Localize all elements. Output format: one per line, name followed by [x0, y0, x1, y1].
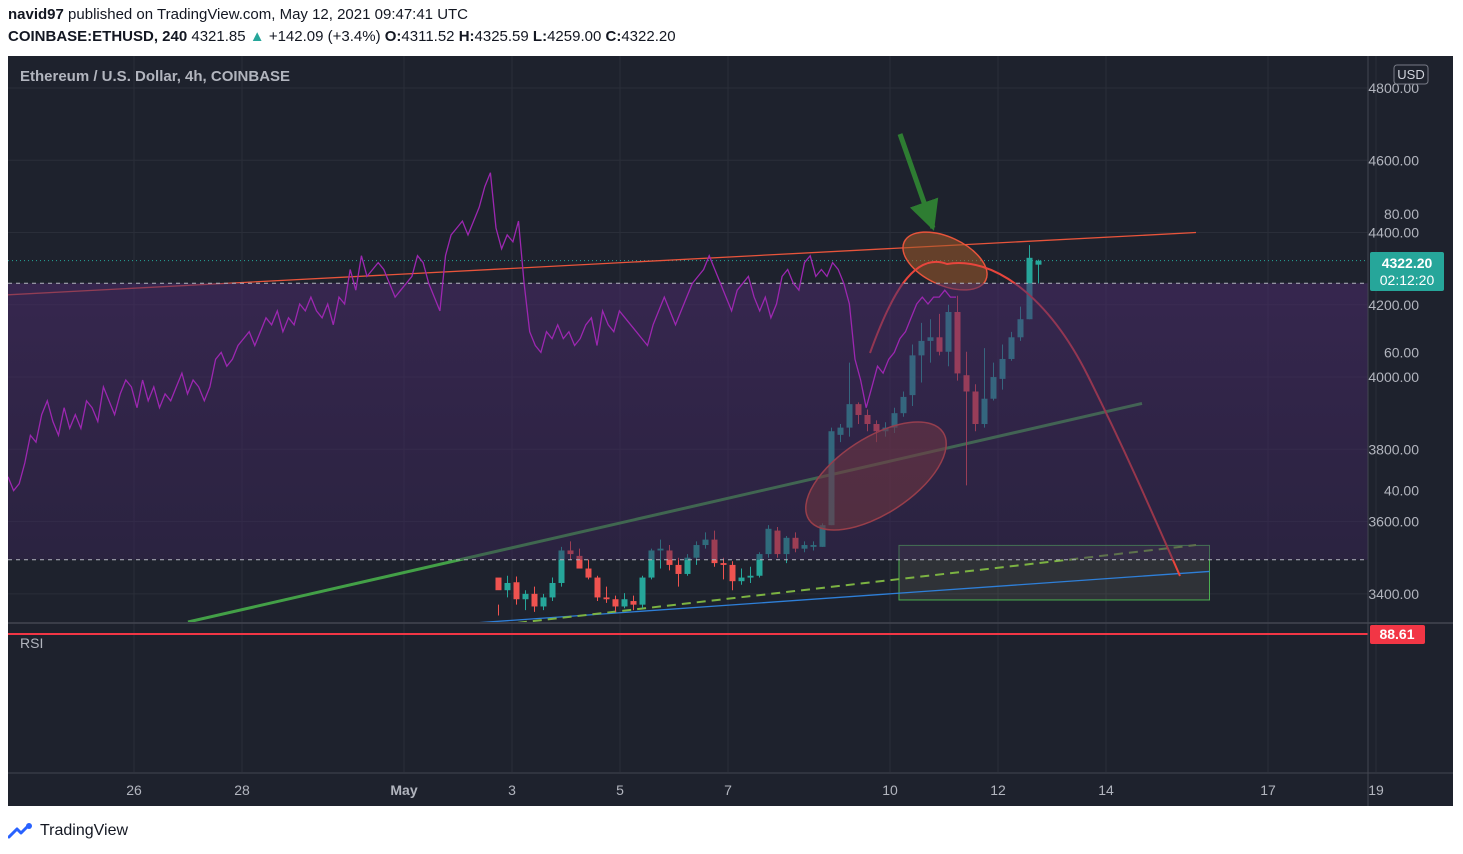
rsi-tick-label: 40.00	[1384, 483, 1419, 499]
tradingview-logo-icon	[8, 823, 32, 839]
author-name[interactable]: navid97	[8, 6, 64, 23]
candle-body[interactable]	[612, 599, 619, 607]
close-value: 4322.20	[621, 28, 676, 45]
candle-body[interactable]	[504, 582, 511, 591]
time-tick-label: May	[390, 782, 417, 798]
last-price: 4321.85	[191, 28, 246, 45]
brand-name: TradingView	[40, 822, 129, 839]
axes: 3400.00 3600.00 3800.00 4000.00 4200.00 4400.…	[8, 56, 1453, 806]
symbol-name: COINBASE:ETHUSD, 240	[8, 28, 188, 45]
candle-body[interactable]	[738, 577, 745, 582]
currency-label: USD	[1397, 67, 1424, 82]
candle-body[interactable]	[1035, 260, 1042, 265]
currency-badge[interactable]: USD	[1393, 64, 1429, 85]
symbol-summary: COINBASE:ETHUSD, 240 4321.85 ▲ +142.09 (…	[8, 28, 676, 45]
candle-body[interactable]	[639, 577, 646, 605]
rsi-line[interactable]	[8, 172, 956, 492]
candle-body[interactable]	[594, 577, 601, 598]
last-price-badge: 4322.20 02:12:20	[1370, 252, 1444, 291]
candle-body[interactable]	[675, 564, 682, 574]
price-tick-label: 4400.00	[1368, 225, 1419, 241]
up-triangle-icon: ▲	[249, 28, 265, 45]
projection-line	[516, 544, 1197, 622]
price-change: +142.09 (+3.4%)	[268, 28, 381, 45]
resistance-touch-ellipse	[902, 231, 988, 291]
rsi-value-tag: 88.61	[1379, 626, 1414, 642]
publish-info: navid97 published on TradingView.com, Ma…	[8, 6, 468, 23]
low-value: 4259.00	[547, 28, 602, 45]
high-value: 4325.59	[474, 28, 529, 45]
candle-body[interactable]	[603, 597, 610, 600]
chart-title: Ethereum / U.S. Dollar, 4h, COINBASE	[20, 68, 290, 85]
lower-trendline-line	[479, 570, 1210, 622]
candle-body[interactable]	[684, 557, 691, 574]
time-tick-label: 3	[508, 782, 516, 798]
rsi-value-badge: 88.61	[1370, 625, 1425, 644]
down-arrow-icon	[897, 133, 939, 231]
rsi-tick-label: 80.00	[1384, 206, 1419, 222]
countdown-tag: 02:12:20	[1380, 272, 1435, 288]
chart-panel[interactable]: 3400.00 3600.00 3800.00 4000.00 4200.00 4400.…	[8, 56, 1453, 806]
rsi-band	[8, 283, 1368, 560]
candle-body[interactable]	[576, 555, 583, 569]
high-label: H:	[458, 28, 475, 45]
candle-body[interactable]	[531, 593, 538, 607]
price-tick-label: 4000.00	[1368, 369, 1419, 385]
candle-body[interactable]	[549, 582, 556, 598]
price-tick-label: 3600.00	[1368, 514, 1419, 530]
candle-body[interactable]	[729, 564, 736, 582]
open-label: O:	[384, 28, 402, 45]
open-value: 4311.52	[401, 28, 455, 45]
last-price-tag: 4322.20	[1382, 255, 1433, 271]
low-label: L:	[532, 28, 548, 45]
price-tick-label: 4600.00	[1368, 152, 1419, 168]
publish-text: published on TradingView.com, May 12, 20…	[68, 6, 469, 23]
candle-body[interactable]	[630, 601, 637, 605]
time-tick-label: 7	[724, 782, 732, 798]
price-chart-svg[interactable]: 3400.00 3600.00 3800.00 4000.00 4200.00 4400.…	[8, 56, 1453, 806]
candle-body[interactable]	[747, 575, 754, 578]
candle-body[interactable]	[585, 568, 592, 578]
candle-body[interactable]	[558, 550, 565, 583]
price-tick-label: 3800.00	[1368, 441, 1419, 457]
candle-body[interactable]	[648, 550, 655, 578]
rsi-tick-label: 60.00	[1384, 344, 1419, 360]
price-tick-label: 4200.00	[1368, 297, 1419, 313]
candle-body[interactable]	[495, 577, 502, 591]
close-label: C:	[605, 28, 622, 45]
rsi-label: RSI	[20, 635, 43, 651]
rsi-pane[interactable]	[8, 172, 1368, 635]
candle-body[interactable]	[756, 554, 763, 576]
time-tick-label: 28	[234, 782, 250, 798]
time-tick-label: 5	[616, 782, 624, 798]
time-tick-label: 12	[990, 782, 1006, 798]
time-tick-label: 19	[1368, 782, 1384, 798]
candle-body[interactable]	[540, 597, 547, 607]
time-tick-label: 17	[1260, 782, 1276, 798]
candle-body[interactable]	[720, 563, 727, 565]
candle-body[interactable]	[513, 582, 520, 600]
time-tick-label: 14	[1098, 782, 1114, 798]
candle-body[interactable]	[621, 599, 628, 607]
time-tick-label: 26	[126, 782, 142, 798]
candle-body[interactable]	[522, 593, 529, 600]
footer-brand[interactable]: TradingView	[8, 818, 128, 844]
price-tick-label: 3400.00	[1368, 586, 1419, 602]
time-tick-label: 10	[882, 782, 898, 798]
